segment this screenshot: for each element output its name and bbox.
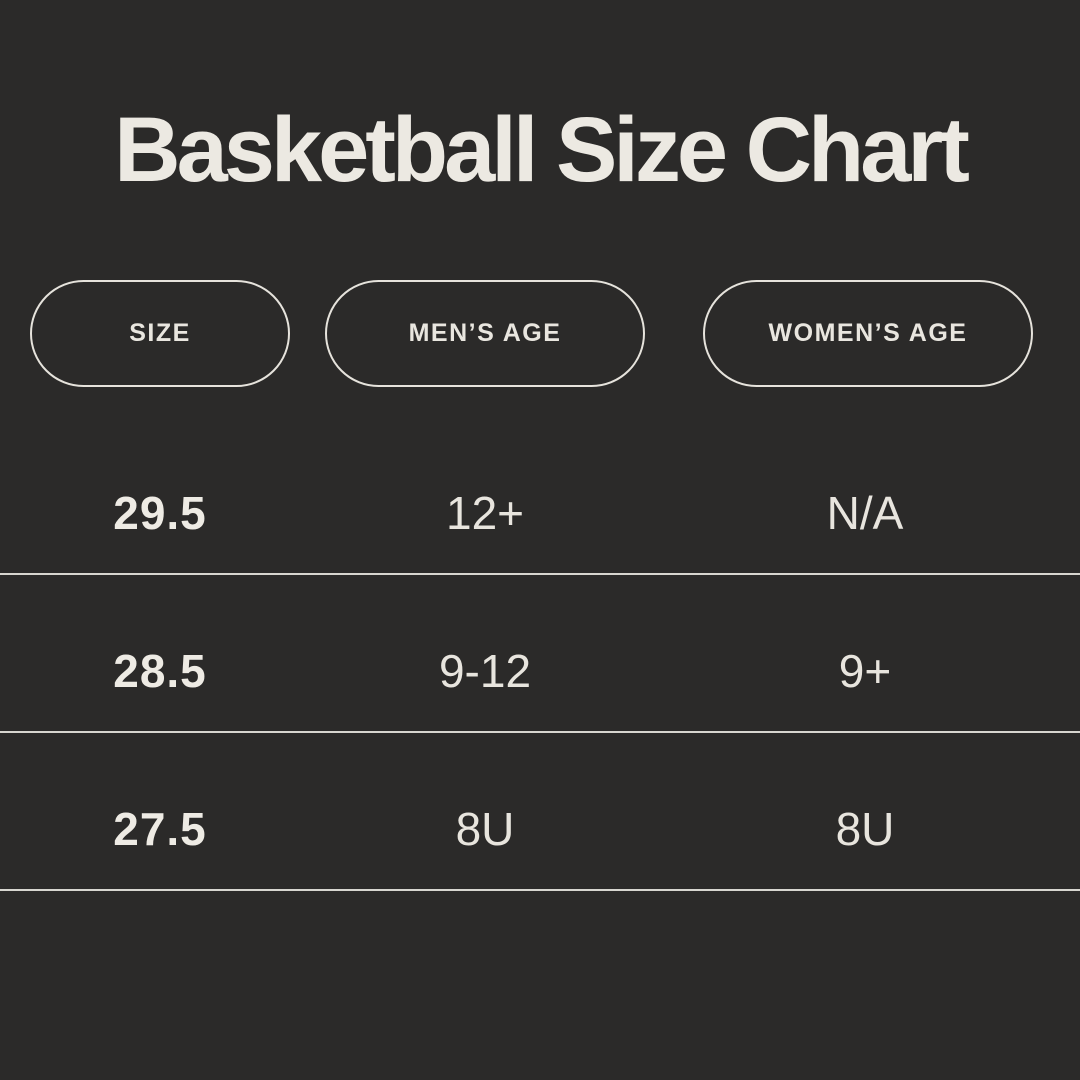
column-header-pill-size: SIZE bbox=[30, 280, 290, 387]
cell-womens-age-29-5: N/A bbox=[826, 487, 904, 539]
column-header-pill-womens-age: WOMEN’S AGE bbox=[703, 280, 1033, 387]
cell-size-27-5: 27.5 bbox=[113, 803, 207, 855]
table-row-28-5: 28.5 9-12 9+ bbox=[0, 575, 1080, 733]
size-table: 29.5 12+ N/A 28.5 9-12 9+ 27.5 8U 8U bbox=[0, 417, 1080, 891]
cell-womens-age-27-5: 8U bbox=[835, 803, 895, 855]
column-header-mens-age-label: MEN’S AGE bbox=[408, 319, 562, 347]
column-header-pill-mens-age: MEN’S AGE bbox=[325, 280, 645, 387]
cell-size-29-5: 29.5 bbox=[113, 487, 207, 539]
column-header-womens-age-label: WOMEN’S AGE bbox=[768, 319, 968, 347]
page-title: Basketball Size Chart bbox=[114, 99, 970, 201]
cell-size-28-5: 28.5 bbox=[113, 645, 207, 697]
cell-mens-age-28-5: 9-12 bbox=[438, 645, 532, 697]
table-row-27-5: 27.5 8U 8U bbox=[0, 733, 1080, 891]
cell-mens-age-29-5: 12+ bbox=[445, 487, 525, 539]
table-row-29-5: 29.5 12+ N/A bbox=[0, 417, 1080, 575]
cell-mens-age-27-5: 8U bbox=[455, 803, 515, 855]
column-header-size-label: SIZE bbox=[129, 319, 191, 347]
cell-womens-age-28-5: 9+ bbox=[838, 645, 892, 697]
